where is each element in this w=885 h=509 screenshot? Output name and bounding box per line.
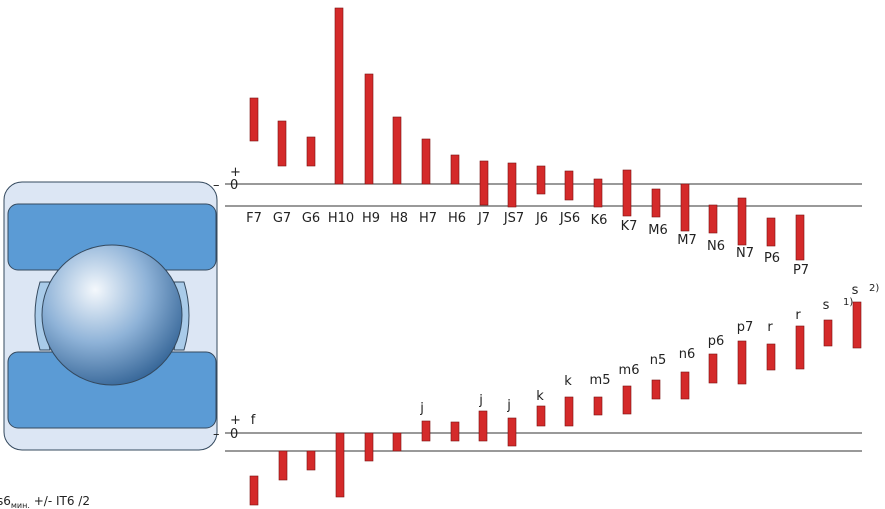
tolerance-zone [306,450,316,471]
tolerance-zone [278,450,288,481]
shaft-label: f [251,413,256,428]
housing-label: H10 [328,211,354,226]
tolerance-zone [536,405,546,427]
tolerance-zone [593,178,603,208]
housing-label: F7 [246,211,262,226]
tolerance-zone [680,371,690,400]
tolerance-zone [507,162,517,208]
tolerance-zone [421,138,431,185]
footnote-mark: 1) [843,297,853,308]
housing-label: M6 [648,223,668,238]
footer-note: s6мин. +/- IT6 /2 [0,494,90,509]
footer-rest: +/- IT6 /2 [30,494,90,508]
tolerance-zone [364,73,374,185]
minus-sign: – [213,427,220,442]
shaft-label: j [506,398,511,413]
tolerance-zone [277,120,287,167]
zero-label: 0 [230,427,238,442]
tolerance-zone [852,301,862,349]
tolerance-zone [622,385,632,415]
housing-label: P7 [793,263,809,278]
shaft-label: r [795,308,801,323]
shaft-label: m5 [590,373,611,388]
tolerance-zone [421,420,431,442]
zero-label: 0 [230,178,238,193]
tolerance-zone [450,154,460,185]
housing-label: N6 [707,239,725,254]
housing-label: K7 [621,219,638,234]
tolerance-zone [622,169,632,217]
shaft-label: s [823,298,830,313]
tolerance-zone [564,170,574,201]
housing-label: H8 [390,211,408,226]
tolerance-zone [249,475,259,506]
tolerance-zone [708,204,718,234]
tolerance-zone [651,379,661,400]
footnote-mark: 2) [869,283,879,294]
tolerance-zone [392,116,402,185]
tolerance-zone [507,417,517,447]
tolerance-zone [478,410,488,442]
housing-label: JS6 [559,211,580,226]
housing-label: H9 [362,211,380,226]
shaft-label: r [767,320,773,335]
housing-label: H6 [448,211,466,226]
shaft-label: p6 [708,334,725,349]
footer-sub: мин. [11,501,30,509]
housing-label: J6 [535,211,548,226]
tolerance-zone [536,165,546,195]
housing-label: J7 [477,211,490,226]
housing-label: K6 [591,213,608,228]
tolerance-zone [306,136,316,167]
shaft-label: j [478,393,483,408]
tolerance-zone [737,197,747,246]
housing-label: H7 [419,211,437,226]
tolerance-zone [708,353,718,384]
tolerance-zone [766,343,776,371]
tolerance-zone [450,421,460,442]
tolerance-zone [335,432,345,498]
shaft-label: m6 [619,363,640,378]
tolerance-zone [479,160,489,206]
minus-sign: – [213,178,220,193]
shaft-label: p7 [737,320,754,335]
shaft-label: k [564,374,572,389]
housing-label: G6 [302,211,320,226]
housing-label: P6 [764,251,780,266]
housing-label: G7 [273,211,291,226]
shaft-label: k [536,389,544,404]
tolerance-zone [737,340,747,385]
tolerance-zone [795,214,805,261]
tolerance-zone [392,432,402,452]
bearing [3,181,218,451]
tolerance-zone [766,217,776,247]
housing-label: JS7 [503,211,524,226]
plus-sign: + [230,413,241,428]
tolerance-zone [249,97,259,142]
shaft-label: n6 [679,347,696,362]
tolerance-zone [564,396,574,427]
shaft-label: s [852,283,859,298]
tolerance-zone [334,7,344,185]
housing-label: M7 [677,233,697,248]
tolerance-zone [593,396,603,416]
tolerance-zone [364,432,374,462]
footer-main: s6 [0,494,11,508]
shaft-label: j [419,401,424,416]
tolerance-zone [795,325,805,370]
shaft-label: n5 [650,353,667,368]
tolerance-zone [680,183,690,232]
tolerance-zone [823,319,833,347]
tolerance-zone [651,188,661,218]
housing-label: N7 [736,246,754,261]
plus-sign: + [230,165,241,180]
